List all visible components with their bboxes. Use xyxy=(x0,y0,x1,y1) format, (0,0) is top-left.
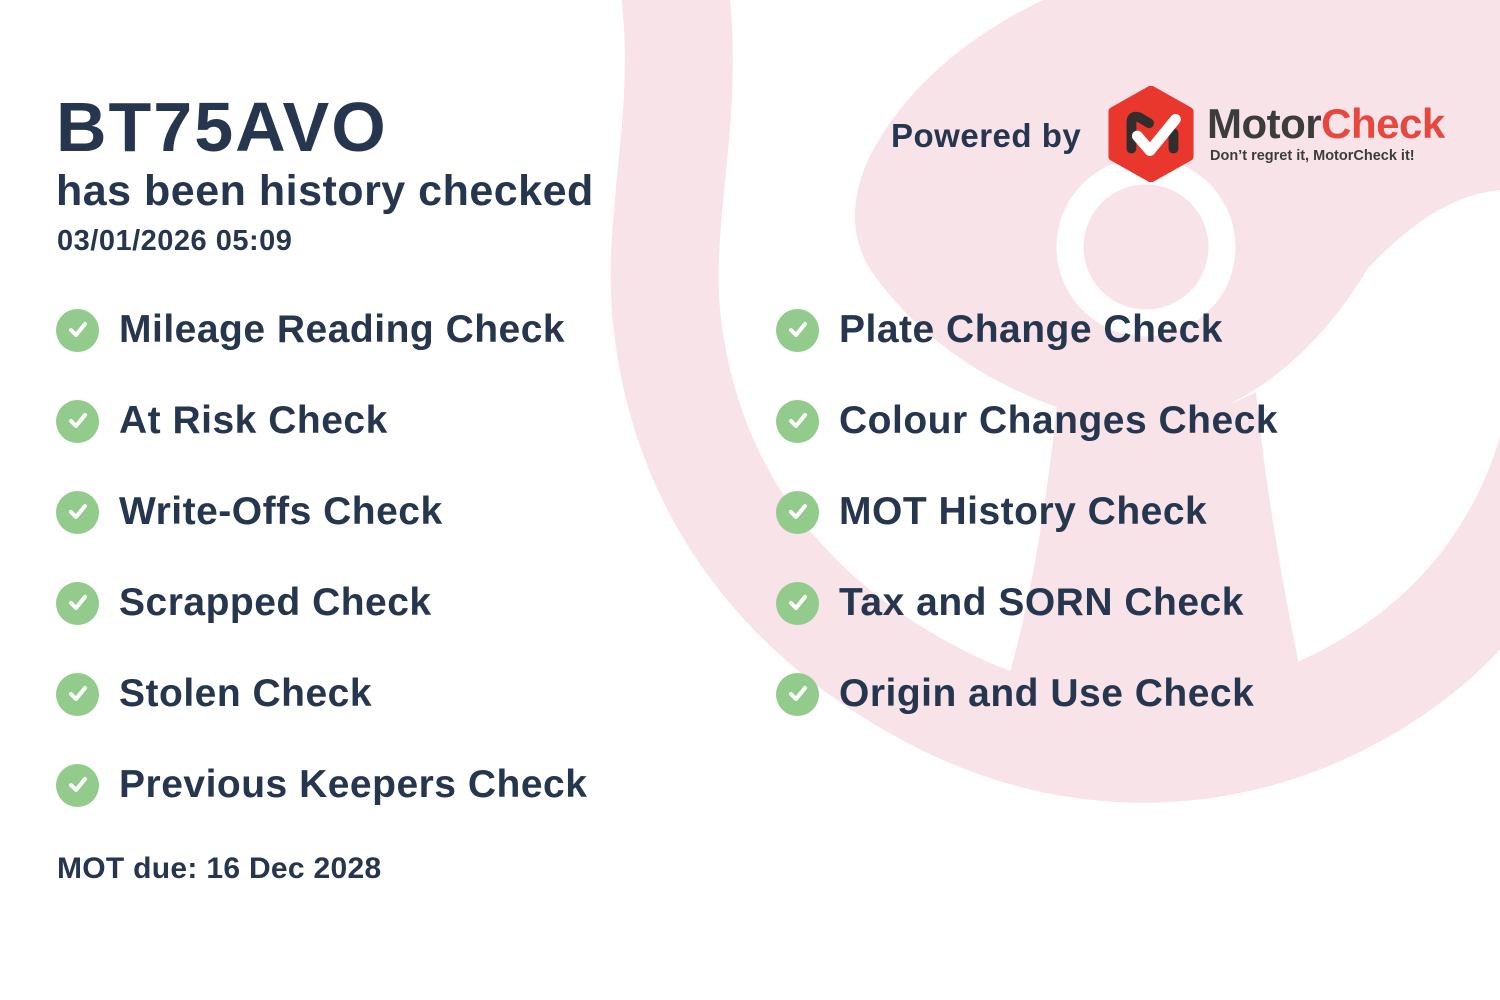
check-item-label: MOT History Check xyxy=(839,490,1208,533)
green-check-circle-icon xyxy=(56,763,99,807)
page-title: has been history checked xyxy=(56,167,594,215)
brand-wordmark-check: Check xyxy=(1321,100,1445,147)
check-item: Origin and Use Check xyxy=(776,672,1254,716)
brand-wordmark: MotorCheck xyxy=(1207,103,1445,145)
check-item-label: Stolen Check xyxy=(119,672,373,715)
green-check-circle-icon xyxy=(56,399,99,443)
green-check-circle-icon xyxy=(56,490,99,534)
check-item-label: Plate Change Check xyxy=(839,308,1223,351)
check-timestamp: 03/01/2026 05:09 xyxy=(57,225,293,257)
green-check-circle-icon xyxy=(776,490,819,534)
check-item: MOT History Check xyxy=(776,490,1207,534)
check-item-label: Tax and SORN Check xyxy=(839,581,1244,624)
green-check-circle-icon xyxy=(56,308,99,352)
check-item: Plate Change Check xyxy=(776,308,1223,352)
check-item-label: Mileage Reading Check xyxy=(119,308,566,351)
check-item: Mileage Reading Check xyxy=(56,308,565,352)
check-item-label: Write-Offs Check xyxy=(119,490,443,533)
brand-wordmark-motor: Motor xyxy=(1207,100,1322,147)
check-item-label: Origin and Use Check xyxy=(839,672,1255,715)
check-item-label: Colour Changes Check xyxy=(839,399,1279,442)
check-item: Scrapped Check xyxy=(56,581,432,625)
green-check-circle-icon xyxy=(56,672,99,716)
powered-by-label: Powered by xyxy=(891,117,1082,154)
green-check-circle-icon xyxy=(776,581,819,625)
check-item: Previous Keepers Check xyxy=(56,763,587,807)
green-check-circle-icon xyxy=(776,672,819,716)
motorcheck-logo-icon xyxy=(1108,86,1194,182)
mot-due-date: MOT due: 16 Dec 2028 xyxy=(57,852,382,885)
green-check-circle-icon xyxy=(776,399,819,443)
green-check-circle-icon xyxy=(56,581,99,625)
check-item: Write-Offs Check xyxy=(56,490,443,534)
check-item-label: Previous Keepers Check xyxy=(119,763,588,806)
check-item: Stolen Check xyxy=(56,672,372,716)
check-item-label: Scrapped Check xyxy=(119,581,432,624)
brand-tagline: Don’t regret it, MotorCheck it! xyxy=(1210,148,1415,164)
check-item-label: At Risk Check xyxy=(119,399,388,442)
check-item: At Risk Check xyxy=(56,399,388,443)
vehicle-registration: BT75AVO xyxy=(56,88,388,166)
green-check-circle-icon xyxy=(776,308,819,352)
check-item: Colour Changes Check xyxy=(776,399,1278,443)
check-item: Tax and SORN Check xyxy=(776,581,1244,625)
